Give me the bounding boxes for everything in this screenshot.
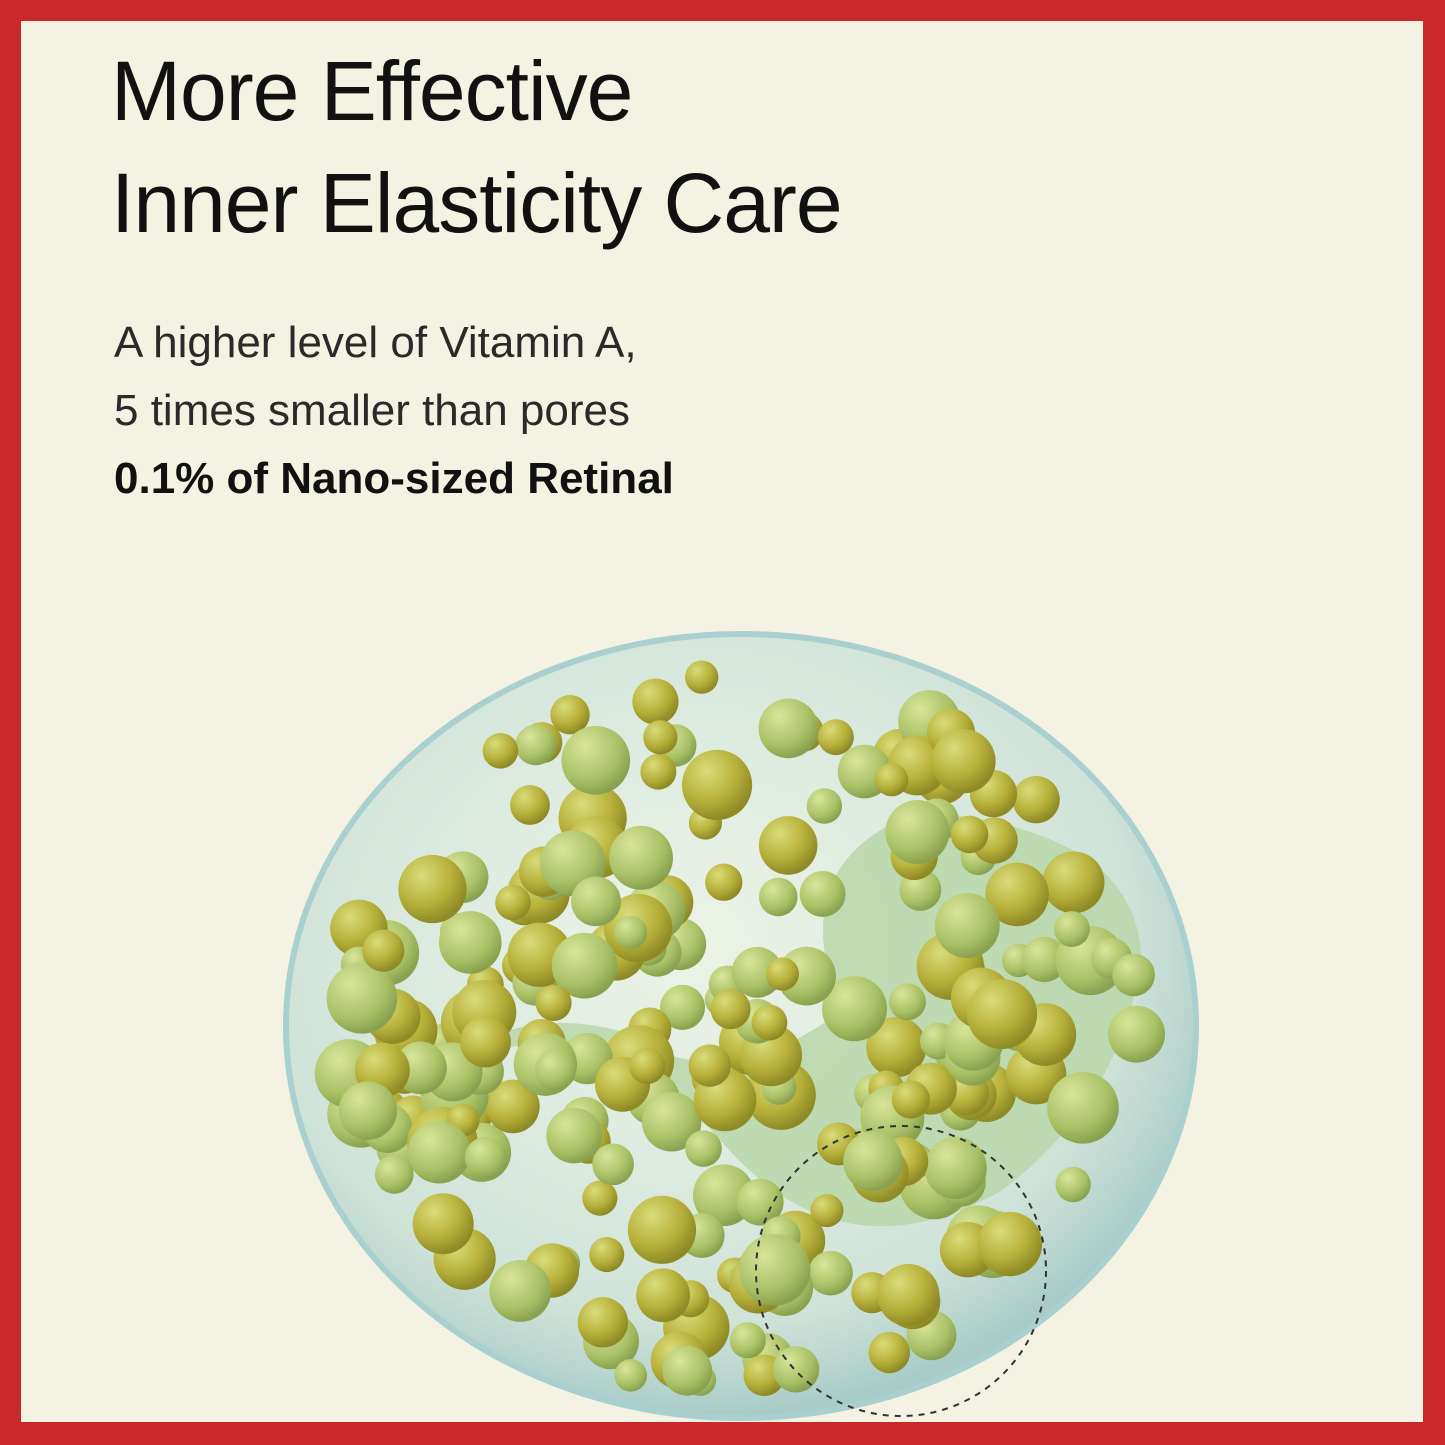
retinal-particle [1042, 851, 1105, 914]
retinal-particle [1021, 936, 1067, 983]
retinal-particle [641, 1091, 702, 1152]
retinal-particle [758, 698, 819, 759]
headline-line-1: More Effective [111, 44, 633, 138]
retinal-particle [561, 726, 631, 795]
headline: More Effective Inner Elasticity Care [111, 35, 843, 259]
retinal-particle [1012, 775, 1060, 824]
retinal-particle [546, 1107, 602, 1164]
retinal-particle [636, 1268, 690, 1323]
retinal-particle [751, 1004, 788, 1041]
retinal-particle [891, 1080, 930, 1119]
retinal-particle [632, 678, 679, 725]
retinal-particle [924, 1136, 987, 1200]
retinal-particle [765, 957, 799, 991]
retinal-particle [688, 1044, 731, 1087]
retinal-particle [731, 946, 783, 998]
retinal-particle [338, 1081, 398, 1140]
retinal-particle [614, 1359, 648, 1392]
retinal-particle [772, 1346, 820, 1393]
retinal-particle [460, 1016, 511, 1068]
retinal-particle [806, 788, 843, 824]
retinal-particle [609, 825, 673, 890]
retinal-particle [489, 1259, 552, 1322]
retinal-particle [817, 719, 854, 756]
retinal-particle [950, 815, 989, 854]
retinal-particle [464, 1136, 507, 1179]
retinal-particle [877, 1264, 940, 1327]
nano-capsule-illustration [283, 631, 1199, 1421]
retinal-particle [758, 816, 818, 875]
dashed-zoom-circle [755, 1125, 1047, 1417]
headline-line-2: Inner Elasticity Care [111, 156, 843, 250]
retinal-particle [374, 1154, 414, 1194]
retinal-particle [362, 929, 405, 972]
retinal-particle [888, 983, 926, 1021]
retinal-particle [582, 1180, 618, 1216]
retinal-particle [866, 1016, 927, 1078]
retinal-particle [685, 660, 719, 694]
description-line-3: 0.1% of Nano-sized Retinal [114, 454, 674, 503]
retinal-particle [535, 984, 572, 1022]
retinal-particle [985, 862, 1049, 927]
retinal-particle [589, 1236, 625, 1273]
retinal-particle [660, 984, 705, 1030]
retinal-particle [662, 1345, 713, 1396]
retinal-particle [412, 1193, 474, 1255]
retinal-particle [510, 785, 550, 825]
retinal-particle [758, 877, 798, 917]
retinal-particle [868, 1331, 911, 1374]
retinal-particle [808, 1250, 853, 1296]
description-line-1: A higher level of Vitamin A, [114, 318, 637, 367]
retinal-particle [1054, 911, 1090, 947]
retinal-particle [729, 1322, 766, 1359]
retinal-particle [643, 720, 678, 755]
retinal-particle [640, 753, 677, 790]
retinal-particle [577, 1297, 629, 1348]
retinal-particle [439, 911, 502, 974]
retinal-particle [931, 729, 996, 794]
retinal-particle [398, 854, 467, 924]
retinal-particle [977, 1211, 1043, 1277]
retinal-particle [515, 724, 557, 766]
retinal-particle [614, 915, 648, 949]
retinal-particle [326, 962, 398, 1034]
retinal-particle [681, 749, 753, 821]
retinal-particle [843, 1131, 903, 1192]
description-line-2: 5 times smaller than pores [114, 386, 630, 435]
retinal-particle [1108, 1005, 1166, 1063]
retinal-particle [592, 1143, 634, 1186]
retinal-particle [627, 1195, 697, 1264]
description: A higher level of Vitamin A, 5 times sma… [114, 309, 674, 513]
retinal-particle [885, 800, 950, 864]
retinal-particle [1047, 1072, 1119, 1144]
retinal-particle [534, 1049, 577, 1091]
retinal-particle [738, 1234, 811, 1306]
retinal-particle [629, 1047, 666, 1085]
retinal-particle [799, 871, 846, 917]
retinal-particle [486, 1079, 540, 1134]
retinal-particle [705, 863, 743, 901]
retinal-particle [736, 1178, 784, 1226]
retinal-particle [482, 732, 519, 769]
retinal-particle [407, 1120, 471, 1184]
retinal-particle [551, 932, 618, 999]
retinal-particle [821, 976, 888, 1042]
retinal-particle [967, 978, 1038, 1050]
retinal-particle [495, 884, 531, 921]
retinal-particle [875, 763, 909, 797]
retinal-particle [710, 988, 751, 1030]
retinal-particle [934, 893, 1000, 958]
retinal-particle [1112, 953, 1155, 997]
retinal-particle [571, 876, 621, 927]
product-panel: More Effective Inner Elasticity Care A h… [21, 21, 1423, 1422]
retinal-particle [810, 1193, 844, 1228]
retinal-particle [1055, 1166, 1091, 1203]
retinal-particle [550, 694, 590, 735]
retinal-particle [685, 1130, 722, 1167]
